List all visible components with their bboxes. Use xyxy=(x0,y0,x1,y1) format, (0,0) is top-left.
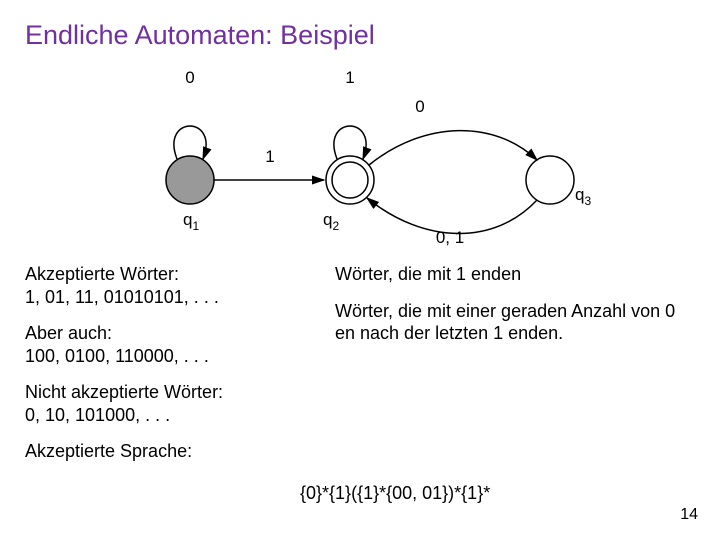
state-q3 xyxy=(526,156,574,204)
desc-ends-with-1: Wörter, die mit 1 enden xyxy=(335,263,695,286)
text-columns: Akzeptierte Wörter: 1, 01, 11, 01010101,… xyxy=(25,263,695,477)
accepted-language-heading: Akzeptierte Sprache: xyxy=(25,440,285,463)
slide-title: Endliche Automaten: Beispiel xyxy=(25,20,695,51)
state-q2-inner xyxy=(332,162,368,198)
state-q1 xyxy=(166,156,214,204)
left-column: Akzeptierte Wörter: 1, 01, 11, 01010101,… xyxy=(25,263,285,477)
also-accepted-heading: Aber auch: xyxy=(25,323,112,343)
page-number: 14 xyxy=(680,506,698,524)
state-q1-label: q1 xyxy=(183,210,199,233)
right-column: Wörter, die mit 1 enden Wörter, die mit … xyxy=(335,263,695,477)
edge-q2-q2 xyxy=(334,126,366,159)
accepted-words-heading: Akzeptierte Wörter: xyxy=(25,264,179,284)
desc-even-zeros: Wörter, die mit einer geraden Anzahl von… xyxy=(335,300,695,345)
not-accepted: Nicht akzeptierte Wörter: 0, 10, 101000,… xyxy=(25,381,285,426)
state-q3-label: q3 xyxy=(575,185,591,208)
automaton-svg: 0 1 1 0 0, 1 q1 q2 q3 xyxy=(105,65,665,255)
accepted-words: Akzeptierte Wörter: 1, 01, 11, 01010101,… xyxy=(25,263,285,308)
edge-q2-q2-label: 1 xyxy=(345,68,354,87)
edge-q1-q2-label: 1 xyxy=(265,147,274,166)
edge-q1-q1 xyxy=(174,126,206,159)
edge-q3-q2-label: 0, 1 xyxy=(436,228,464,247)
not-accepted-heading: Nicht akzeptierte Wörter: xyxy=(25,382,223,402)
accepted-language-expr: {0}*{1}({1}*{00, 01})*{1}* xyxy=(300,483,490,504)
edge-q2-q3 xyxy=(369,131,537,165)
edge-q1-q1-label: 0 xyxy=(185,68,194,87)
not-accepted-list: 0, 10, 101000, . . . xyxy=(25,405,170,425)
accepted-words-list: 1, 01, 11, 01010101, . . . xyxy=(25,287,219,307)
automaton-diagram: 0 1 1 0 0, 1 q1 q2 q3 xyxy=(105,65,665,255)
also-accepted: Aber auch: 100, 0100, 110000, . . . xyxy=(25,322,285,367)
also-accepted-list: 100, 0100, 110000, . . . xyxy=(25,346,209,366)
state-q2-label: q2 xyxy=(323,210,339,233)
edge-q2-q3-label: 0 xyxy=(415,97,424,116)
